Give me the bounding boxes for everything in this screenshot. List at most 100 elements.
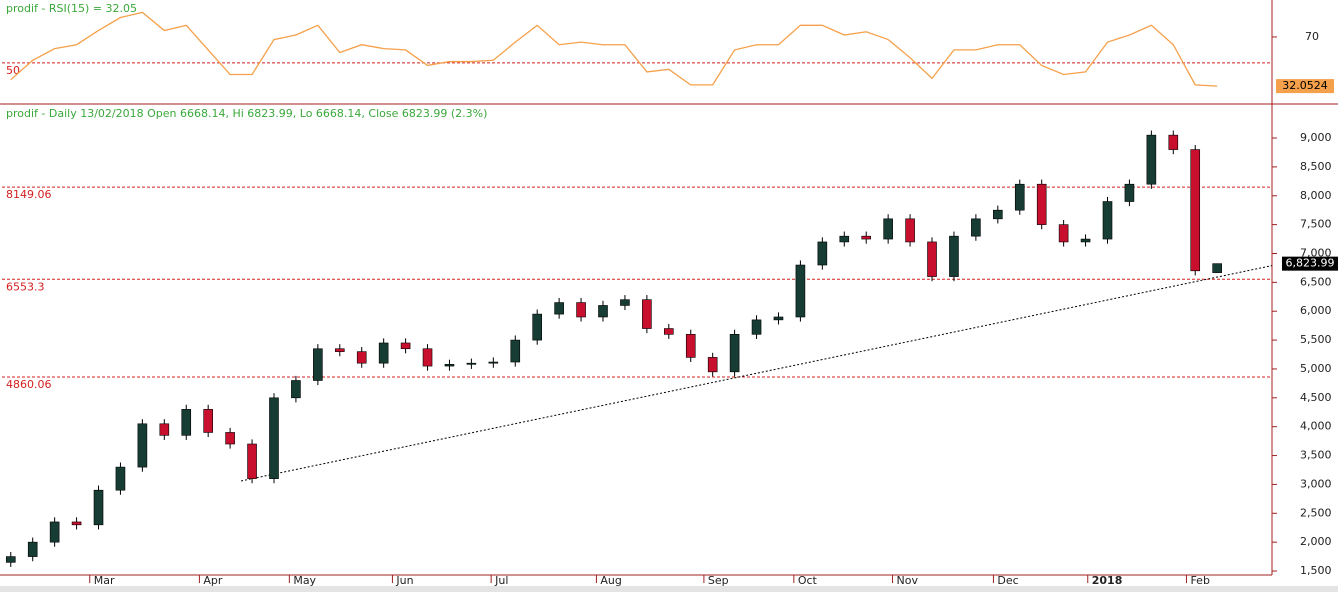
y-tick-label: 8,000 xyxy=(1300,189,1332,202)
candle-body xyxy=(642,299,652,329)
candle-body xyxy=(817,241,828,266)
y-tick-label: 7,000 xyxy=(1300,246,1332,259)
candle-body xyxy=(554,302,564,315)
x-tick-label: Jul xyxy=(494,574,508,587)
y-tick-label: 2,000 xyxy=(1300,535,1332,548)
candle-body xyxy=(5,556,16,563)
rsi-title: prodif - RSI(15) = 32.05 xyxy=(6,2,137,15)
candle-body xyxy=(532,313,542,341)
candle-body xyxy=(1190,149,1201,272)
candle-body xyxy=(356,351,367,364)
last-value-box xyxy=(1276,79,1334,94)
candle-body xyxy=(466,362,477,365)
candle-body xyxy=(949,235,959,277)
x-tick-label: Aug xyxy=(600,574,621,587)
candle-body xyxy=(883,218,893,240)
candle-body xyxy=(1014,183,1025,211)
candle-body xyxy=(181,409,192,436)
candle-body xyxy=(422,348,433,367)
y-tick-label: 3,500 xyxy=(1300,449,1332,462)
candle-body xyxy=(27,541,38,557)
candle-body xyxy=(993,209,1003,220)
candle-body xyxy=(225,432,235,445)
last-price-label: 6,823.99 xyxy=(1286,257,1335,270)
candle-body xyxy=(1036,183,1047,225)
candle-body xyxy=(93,489,104,526)
x-tick-label: Dec xyxy=(997,574,1018,587)
candle-body xyxy=(71,521,82,526)
level-label: 4860.06 xyxy=(6,378,52,391)
candle-body xyxy=(576,302,586,318)
candle-body xyxy=(861,235,872,240)
y-tick-label: 3,000 xyxy=(1300,477,1332,490)
candle-body xyxy=(795,264,806,318)
tab-strip xyxy=(0,586,1338,592)
price-title: prodif - Daily 13/02/2018 Open 6668.14, … xyxy=(6,107,487,120)
x-tick-label: 2018 xyxy=(1092,574,1123,587)
y-tick-label: 5,000 xyxy=(1300,362,1332,375)
candle-body xyxy=(1212,263,1222,273)
candle-body xyxy=(751,319,762,335)
x-tick-label: Oct xyxy=(798,574,818,587)
candle-body xyxy=(905,218,915,243)
x-tick-label: Sep xyxy=(708,574,729,587)
y-tick-label: 1,500 xyxy=(1300,564,1332,577)
candle-body xyxy=(598,305,608,318)
candle-body xyxy=(115,466,126,491)
candle-body xyxy=(1080,238,1091,243)
y-tick-label: 2,500 xyxy=(1300,506,1332,519)
trend-line xyxy=(240,265,1273,482)
candle-body xyxy=(269,397,279,479)
y-tick-label: 5,500 xyxy=(1300,333,1332,346)
candle-body xyxy=(927,241,937,277)
candle-body xyxy=(510,339,521,363)
y-tick-label: 8,500 xyxy=(1300,160,1332,173)
x-tick-label: May xyxy=(293,574,316,587)
level-label: 8149.06 xyxy=(6,188,52,201)
y-tick-label: 4,500 xyxy=(1300,391,1332,404)
candle-body xyxy=(1058,224,1069,243)
candle-body xyxy=(400,342,411,350)
candle-body xyxy=(664,328,674,335)
candle-body xyxy=(685,334,696,358)
candle-body xyxy=(1124,183,1135,202)
candle-body xyxy=(203,409,213,433)
y-tick-label: 6,500 xyxy=(1300,275,1332,288)
candle-body xyxy=(291,380,301,399)
y-tick-label: 6,000 xyxy=(1300,304,1332,317)
candle-body xyxy=(378,342,389,364)
candle-body xyxy=(707,357,718,373)
y-tick-label: 4,000 xyxy=(1300,420,1332,433)
candle-body xyxy=(444,364,455,367)
level-label: 50 xyxy=(6,64,20,77)
x-tick-label: Jun xyxy=(395,574,413,587)
candle-body xyxy=(49,521,60,543)
candle-body xyxy=(247,443,257,479)
candle-body xyxy=(159,423,170,436)
y-tick-label: 9,000 xyxy=(1300,131,1332,144)
candle-body xyxy=(1102,201,1113,240)
x-tick-label: Apr xyxy=(203,574,223,587)
candle-body xyxy=(137,423,148,468)
y-tick-label: 7,500 xyxy=(1300,218,1332,231)
x-tick-label: Feb xyxy=(1190,574,1209,587)
level-label: 6553.3 xyxy=(6,280,45,293)
candle-body xyxy=(313,348,323,381)
candle-body xyxy=(1168,134,1179,150)
candle-body xyxy=(334,348,345,352)
last-price-box xyxy=(1282,256,1338,271)
candle-body xyxy=(839,235,850,243)
candle-body xyxy=(971,218,981,237)
candle-body xyxy=(488,361,499,364)
candle-body xyxy=(773,316,784,321)
x-tick-label: Mar xyxy=(94,574,115,587)
x-tick-label: Nov xyxy=(897,574,919,587)
candle-body xyxy=(620,299,630,306)
candle-body xyxy=(1146,134,1157,185)
rsi-line xyxy=(10,11,1218,87)
candle-body xyxy=(729,334,740,373)
y-tick-label: 70 xyxy=(1305,30,1319,43)
last-value-label: 32.0524 xyxy=(1282,79,1328,92)
